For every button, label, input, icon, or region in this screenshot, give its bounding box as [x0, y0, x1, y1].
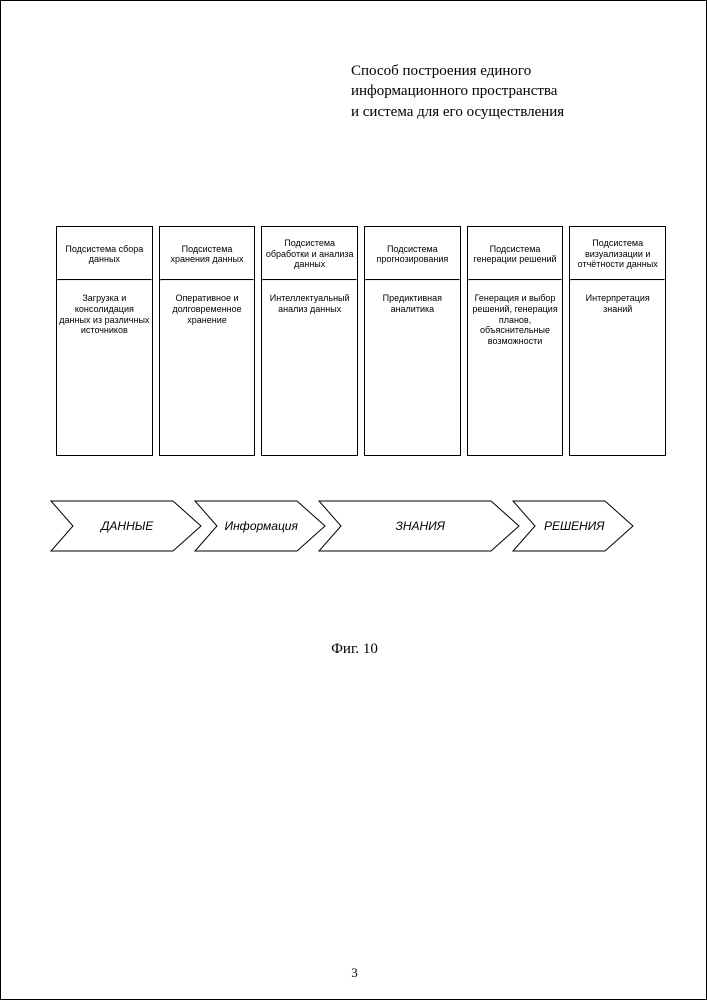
column-body: Генерация и выбор решений, генерация пла… [468, 281, 563, 455]
title-line-2: информационного пространства [351, 81, 661, 101]
process-arrow-label: Информация [224, 519, 298, 533]
column-body: Предиктивная аналитика [365, 281, 460, 455]
subsystem-column: Подсистема прогнозирования Предиктивная … [364, 226, 461, 456]
title-line-3: и система для его осуществления [351, 102, 661, 122]
column-body: Интеллектуальный анализ данных [262, 281, 357, 455]
document-title: Способ построения единого информационног… [351, 61, 661, 122]
column-body: Интерпретация знаний [570, 281, 665, 455]
title-line-1: Способ построения единого [351, 61, 661, 81]
column-header: Подсистема хранения данных [160, 227, 255, 279]
subsystem-column: Подсистема обработки и анализа данных Ин… [261, 226, 358, 456]
process-arrow-chain: ДАННЫЕ Информация ЗНАНИЯ РЕШЕНИЯ [46, 491, 686, 561]
column-header: Подсистема визуализации и отчётности дан… [570, 227, 665, 279]
process-arrow-label: ДАННЫЕ [99, 519, 154, 533]
column-body: Оперативное и долговременное хранение [160, 281, 255, 455]
process-arrow-label: РЕШЕНИЯ [544, 519, 605, 533]
column-header: Подсистема прогнозирования [365, 227, 460, 279]
column-header: Подсистема обработки и анализа данных [262, 227, 357, 279]
column-header: Подсистема сбора данных [57, 227, 152, 279]
subsystem-columns: Подсистема сбора данных Загрузка и консо… [56, 226, 666, 456]
process-arrow-label: ЗНАНИЯ [395, 519, 445, 533]
subsystem-column: Подсистема хранения данных Оперативное и… [159, 226, 256, 456]
page-frame: Способ построения единого информационног… [0, 0, 707, 1000]
figure-caption: Фиг. 10 [1, 641, 707, 658]
subsystem-column: Подсистема визуализации и отчётности дан… [569, 226, 666, 456]
column-body: Загрузка и консолидация данных из различ… [57, 281, 152, 455]
subsystem-column: Подсистема генерации решений Генерация и… [467, 226, 564, 456]
subsystem-column: Подсистема сбора данных Загрузка и консо… [56, 226, 153, 456]
page-number: 3 [1, 965, 707, 981]
column-header: Подсистема генерации решений [468, 227, 563, 279]
